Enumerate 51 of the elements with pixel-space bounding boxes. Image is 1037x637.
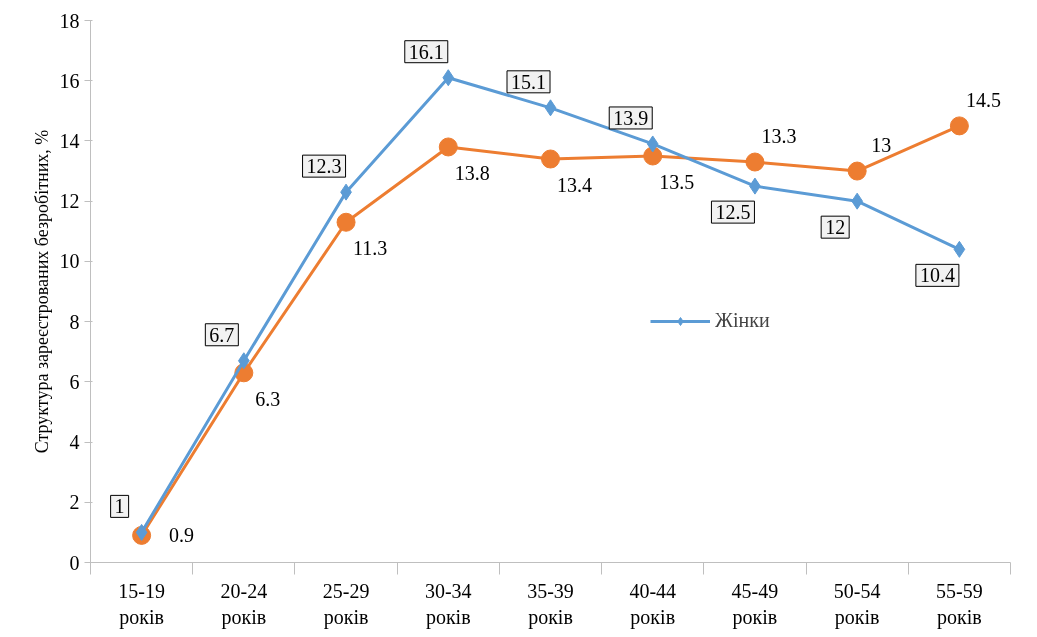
y-tick-label: 12 bbox=[59, 190, 80, 213]
data-label: 10.4 bbox=[919, 264, 955, 287]
data-label: 13.5 bbox=[659, 171, 695, 193]
point bbox=[135, 523, 148, 541]
y-tick-label: 6 bbox=[69, 370, 80, 393]
x-tick-label: 25-29 років bbox=[322, 579, 370, 629]
point bbox=[847, 161, 867, 181]
x-tick-label: 20-24 років bbox=[220, 579, 268, 629]
point bbox=[643, 146, 663, 166]
data-label: 6.3 bbox=[255, 387, 281, 410]
data-label: 13.4 bbox=[557, 174, 592, 197]
point bbox=[646, 135, 659, 153]
y-tick-label: 18 bbox=[59, 9, 80, 32]
data-label: 12.5 bbox=[715, 201, 751, 224]
point bbox=[541, 149, 560, 169]
data-label: 15.1 bbox=[511, 70, 546, 93]
y-tick-label: 2 bbox=[69, 491, 80, 514]
data-label: 12.3 bbox=[306, 155, 342, 178]
x-tick-label: 40-44 років bbox=[629, 579, 677, 629]
data-label: 11.3 bbox=[352, 237, 388, 260]
x-tick-label: 50-54 років bbox=[833, 579, 881, 629]
x-tick-label: 45-49 років bbox=[731, 579, 779, 629]
point bbox=[745, 152, 765, 172]
data-label: 14.5 bbox=[965, 88, 1001, 111]
data-label: 12 bbox=[825, 216, 846, 239]
y-tick-label: 14 bbox=[59, 129, 80, 152]
x-tick-label: 30-34 років bbox=[424, 579, 472, 629]
data-label: 16.1 bbox=[408, 40, 444, 63]
x-tick-label: 35-39 років bbox=[527, 579, 574, 629]
y-axis-title: Структура зареєстрованих безробітних, % bbox=[31, 129, 52, 454]
y-tick-label: 0 bbox=[69, 551, 80, 574]
point bbox=[336, 212, 356, 232]
data-label: 1 bbox=[114, 495, 125, 518]
y-tick-label: 8 bbox=[69, 310, 80, 333]
point bbox=[949, 116, 969, 136]
point bbox=[438, 137, 458, 157]
data-label: 13 bbox=[871, 134, 892, 157]
y-tick-label: 16 bbox=[59, 69, 80, 92]
y-tick-label: 10 bbox=[59, 250, 80, 273]
y-tick-label: 4 bbox=[69, 431, 80, 454]
data-label: 6.7 bbox=[209, 323, 235, 346]
data-label: 0.9 bbox=[169, 524, 195, 547]
x-tick-label: 15-19 років bbox=[118, 579, 165, 629]
x-tick-label: 55-59 років bbox=[936, 579, 983, 629]
data-label: 13.3 bbox=[761, 125, 797, 148]
data-label: 13.8 bbox=[454, 161, 490, 184]
point bbox=[442, 69, 455, 87]
point bbox=[953, 240, 966, 258]
data-label: 13.9 bbox=[613, 106, 649, 129]
point bbox=[544, 99, 557, 117]
legend-label: Жінки bbox=[715, 309, 770, 332]
